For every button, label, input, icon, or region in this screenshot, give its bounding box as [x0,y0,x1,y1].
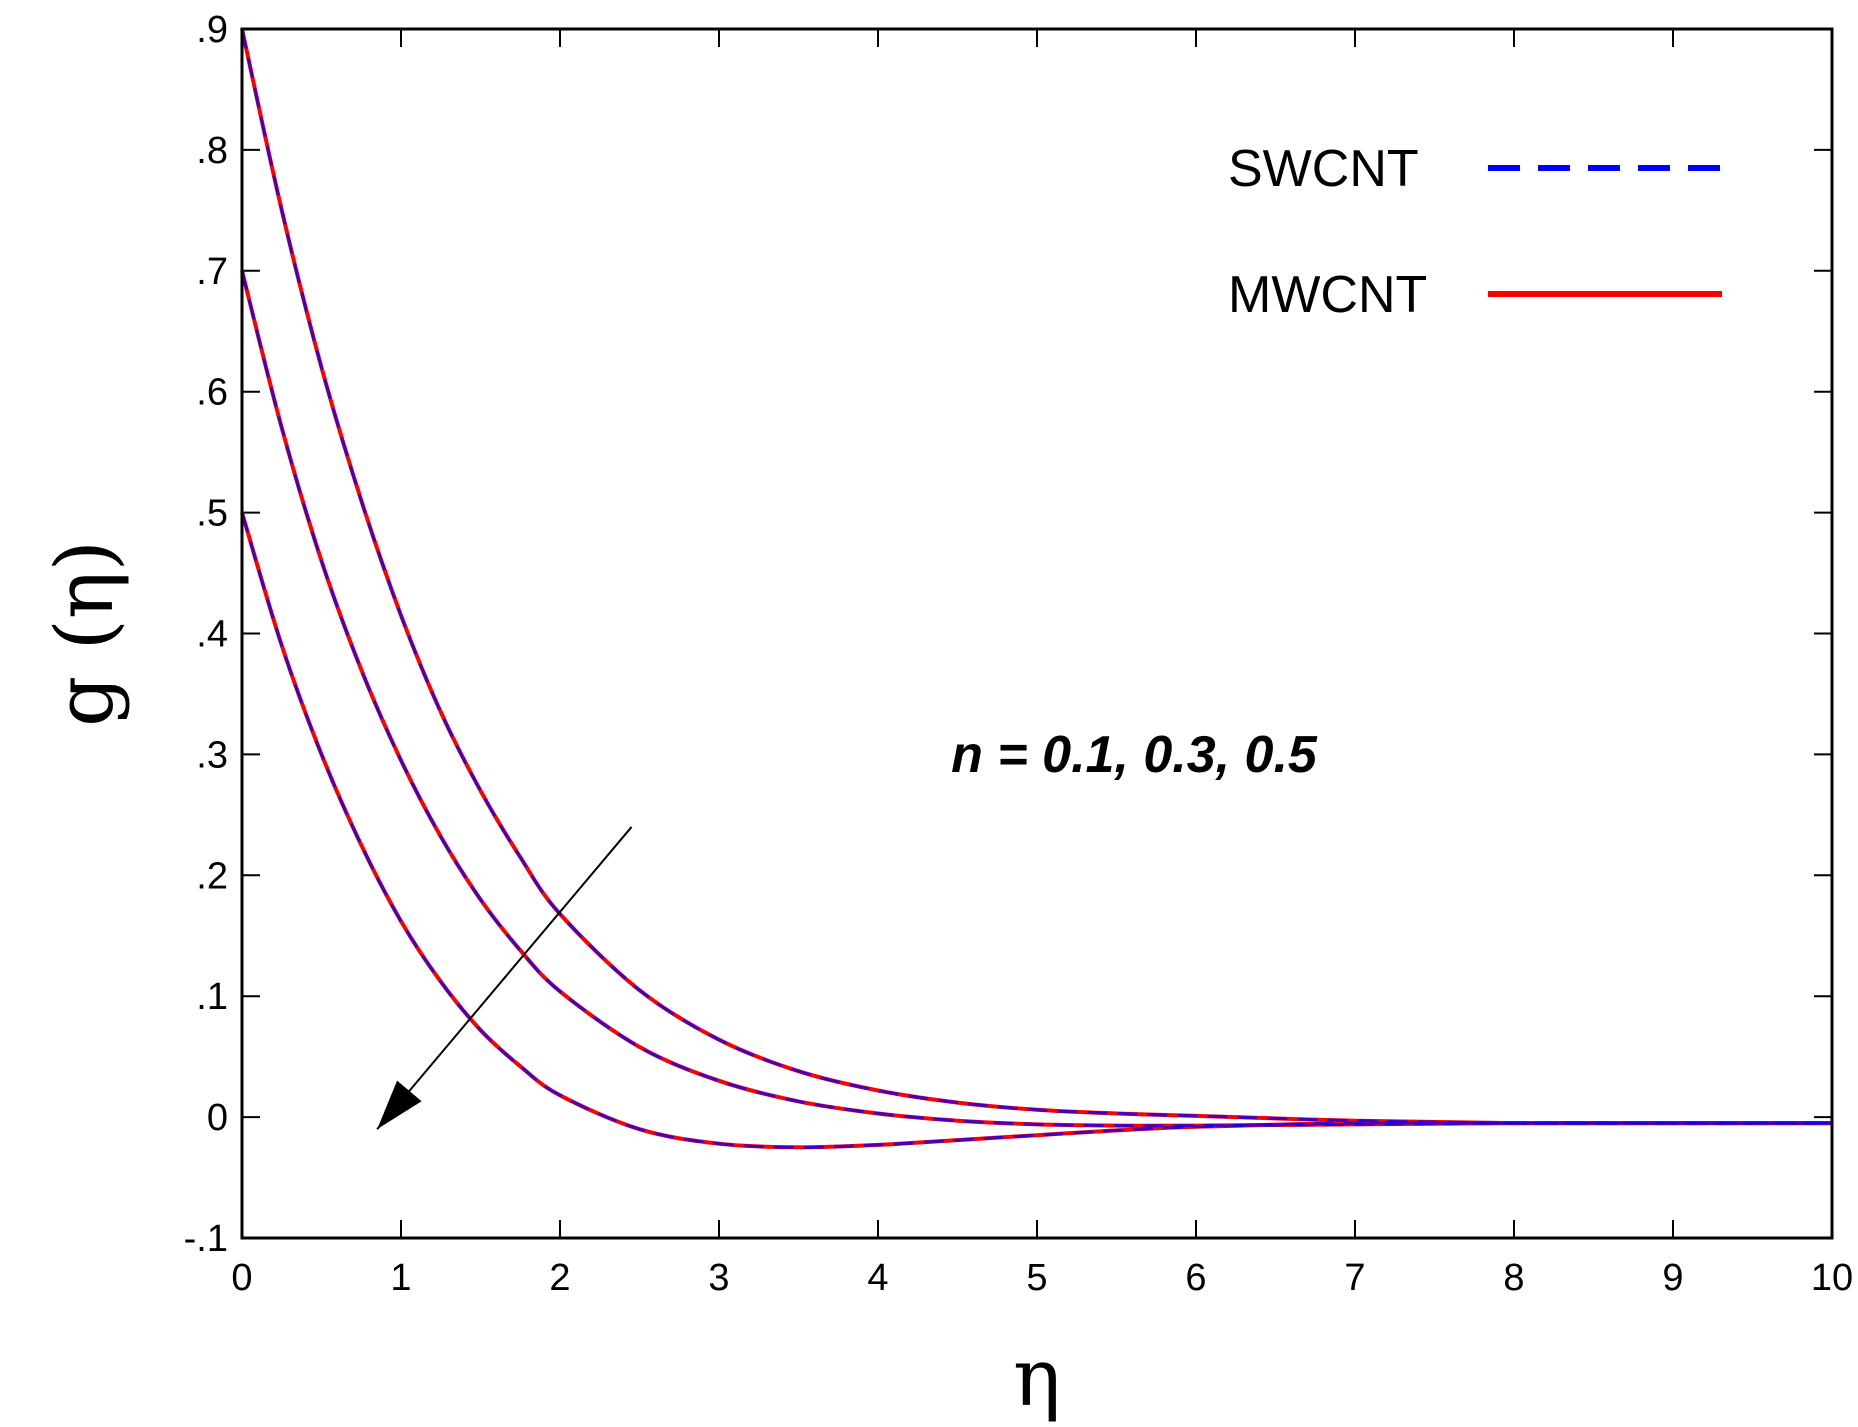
labels-layer: 0 1 2 3 4 5 6 7 8 9 10-.10.1.2.3.4.5.6.7.8.9 [184,9,1854,1299]
x-tick-label: 3 [708,1257,729,1299]
x-tick-label: 5 [1026,1257,1047,1299]
legend-label-swcnt: SWCNT [1228,140,1419,198]
legend-label-mwcnt: MWCNT [1228,266,1427,324]
y-tick-label: 0 [207,1097,228,1139]
x-tick-label: 8 [1503,1257,1524,1299]
annotation: n = 0.1, 0.3, 0.5 [376,726,1318,1130]
x-tick-label: 1 [390,1257,411,1299]
annotation-arrow-line [376,826,633,1130]
x-axis-title: η [1013,1331,1061,1424]
series-line-swcnt-n05 [240,512,1832,1149]
x-tick-label: 7 [1344,1257,1365,1299]
y-tick-label: .2 [196,855,228,897]
y-tick-label: .6 [196,372,228,414]
y-tick-label: .7 [196,251,228,293]
x-tick-label: 0 [231,1257,252,1299]
series-layer [240,28,1832,1150]
x-tick-label: 2 [549,1257,570,1299]
x-tick-label: 10 [1811,1257,1853,1299]
y-tick-label: .8 [196,130,228,172]
y-tick-label: .9 [196,9,228,51]
annotation-arrow-head [377,1080,422,1130]
legend: SWCNT MWCNT [1228,140,1722,324]
x-tick-label: 4 [867,1257,888,1299]
annotation-label: n = 0.1, 0.3, 0.5 [951,726,1318,784]
y-tick-label: .1 [196,976,228,1018]
y-tick-label: .5 [196,493,228,535]
y-tick-label: .3 [196,734,228,776]
y-axis-title: g (η) [38,540,131,727]
series-line-swcnt-n01 [240,28,1832,1125]
y-tick-label: .4 [196,614,228,656]
x-tick-label: 9 [1662,1257,1683,1299]
plot-frame [240,27,1834,1240]
x-tick-label: 6 [1185,1257,1206,1299]
y-tick-label: -.1 [184,1218,228,1260]
